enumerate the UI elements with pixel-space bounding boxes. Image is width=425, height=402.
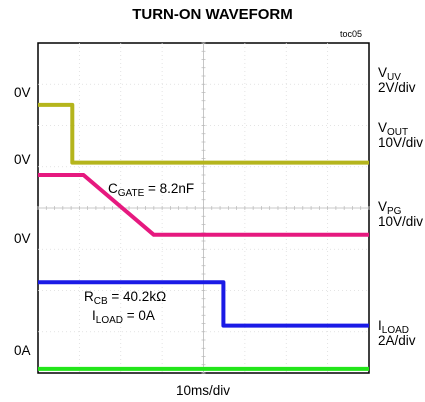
out-channel-label: VOUT 10V/div [378,120,423,150]
pg-ground-label: 0V [14,231,31,246]
out-ground-label: 0V [14,152,31,167]
iload-annotation: ILOAD = 0A [92,308,155,323]
rcb-annotation: RCB = 40.2kΩ [84,289,166,304]
uv-channel-label: VUV 2V/div [378,65,416,95]
grid [38,43,369,373]
time-scale-label: 10ms/div [0,383,406,398]
pg-channel-label: VPG 10V/div [378,199,423,229]
load-channel-label: ILOAD 2A/div [378,318,416,348]
load-ground-label: 0A [14,343,31,358]
uv-ground-label: 0V [14,85,31,100]
cgate-annotation: CGATE = 8.2nF [108,181,194,196]
